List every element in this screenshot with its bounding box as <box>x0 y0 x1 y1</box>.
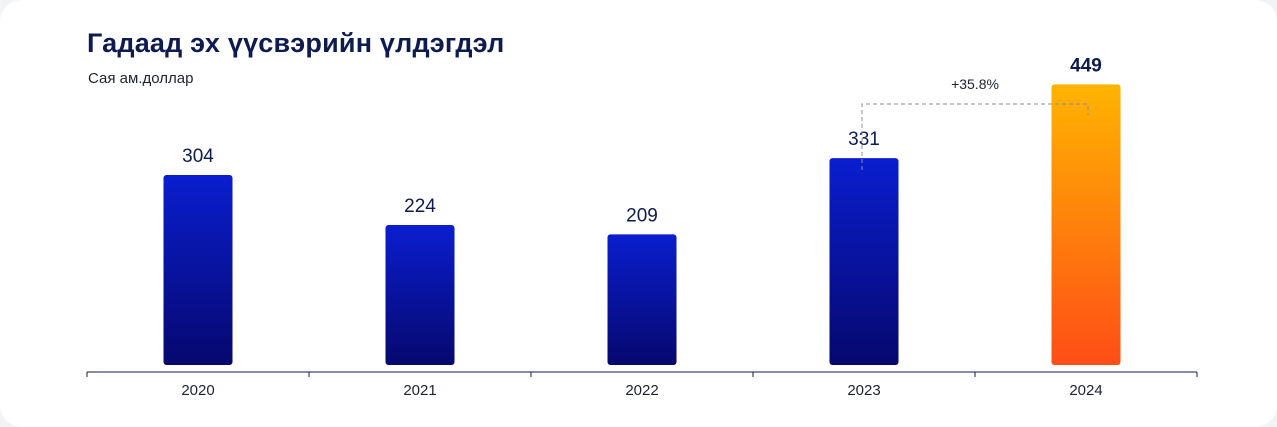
x-tick-label-2024: 2024 <box>1069 382 1102 399</box>
bar-2023 <box>829 158 899 365</box>
chart-title: Гадаад эх үүсвэрийн үлдэгдэл <box>87 28 505 58</box>
bar-2021 <box>385 225 455 365</box>
data-label-2021: 224 <box>404 196 436 217</box>
growth-annotation: +35.8% <box>951 76 999 92</box>
bar-2022 <box>607 234 677 365</box>
bar-2024 <box>1051 84 1121 365</box>
data-label-2024: 449 <box>1070 55 1102 76</box>
x-tick-label-2022: 2022 <box>625 382 658 399</box>
data-label-2020: 304 <box>182 146 214 167</box>
data-label-2023: 331 <box>848 129 880 150</box>
growth-bracket <box>861 103 1089 170</box>
data-label-2022: 209 <box>626 205 658 226</box>
bar-2020 <box>163 175 233 365</box>
x-tick-label-2023: 2023 <box>847 382 880 399</box>
chart-unit-subtitle: Сая ам.доллар <box>88 70 194 87</box>
x-tick-label-2020: 2020 <box>181 382 214 399</box>
x-tick-label-2021: 2021 <box>403 382 436 399</box>
